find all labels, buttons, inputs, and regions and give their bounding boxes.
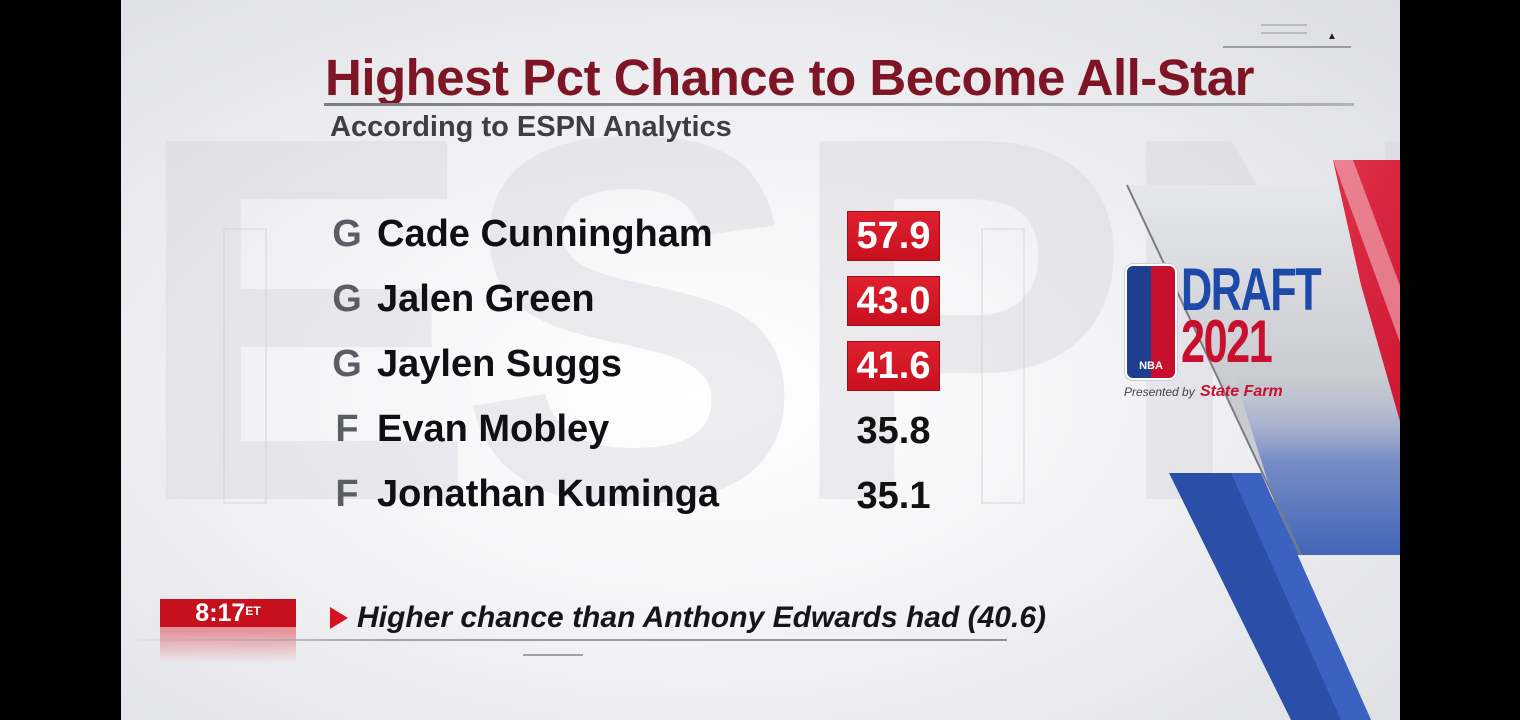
clock-time: 8:17: [195, 599, 246, 627]
small-divider: [523, 654, 583, 656]
clock-badge: 8:17ET: [160, 599, 296, 627]
player-value: 35.8: [856, 410, 931, 452]
player-row: G Jaylen Suggs 41.6: [121, 334, 981, 394]
nba-draft-logo-area: NBA DRAFT 2021 Presented by State Farm: [1001, 155, 1400, 720]
player-name: Jaylen Suggs: [377, 343, 622, 385]
draft-year: 2021: [1181, 308, 1273, 375]
player-name: Evan Mobley: [377, 408, 610, 450]
play-triangle-icon: [330, 607, 348, 629]
ticker-divider: [121, 639, 1007, 641]
clock-reflection: [160, 627, 296, 663]
player-name: Cade Cunningham: [377, 213, 713, 255]
player-value: 43.0: [847, 276, 940, 326]
title-divider: [324, 103, 1354, 106]
presented-by-label: Presented by: [1124, 385, 1195, 399]
draft-wordmark: DRAFT: [1181, 256, 1322, 323]
sponsor-logo: State Farm: [1200, 383, 1283, 400]
player-position: F: [335, 408, 359, 450]
player-value: 57.9: [847, 211, 940, 261]
ticker-text: Higher chance than Anthony Edwards had (…: [357, 601, 1047, 634]
player-row: F Jonathan Kuminga 35.1: [121, 464, 981, 524]
broadcast-graphic: ESPN ▲ Highest Pct Chance to Become All-…: [121, 0, 1400, 720]
watermark-outline: [981, 228, 1025, 504]
decorative-stripes: [1126, 160, 1400, 720]
page-title: Highest Pct Chance to Become All-Star: [325, 49, 1254, 106]
page-subtitle: According to ESPN Analytics: [330, 111, 732, 143]
player-value: 41.6: [847, 341, 940, 391]
watermark-outline: [223, 228, 267, 504]
player-name: Jonathan Kuminga: [377, 473, 720, 515]
player-value: 35.1: [856, 475, 931, 517]
player-name: Jalen Green: [377, 278, 595, 320]
nba-logo-icon: NBA: [1125, 264, 1177, 380]
player-position: G: [332, 213, 362, 255]
player-position: G: [332, 278, 362, 320]
player-position: F: [335, 473, 359, 515]
up-triangle-icon: ▲: [1327, 31, 1337, 42]
player-row: G Jalen Green 43.0: [121, 269, 981, 329]
clock-zone: ET: [245, 604, 261, 618]
player-row: F Evan Mobley 35.8: [121, 399, 981, 459]
top-corner-marks: ▲: [1223, 18, 1351, 48]
player-position: G: [332, 343, 362, 385]
player-row: G Cade Cunningham 57.9: [121, 204, 981, 264]
